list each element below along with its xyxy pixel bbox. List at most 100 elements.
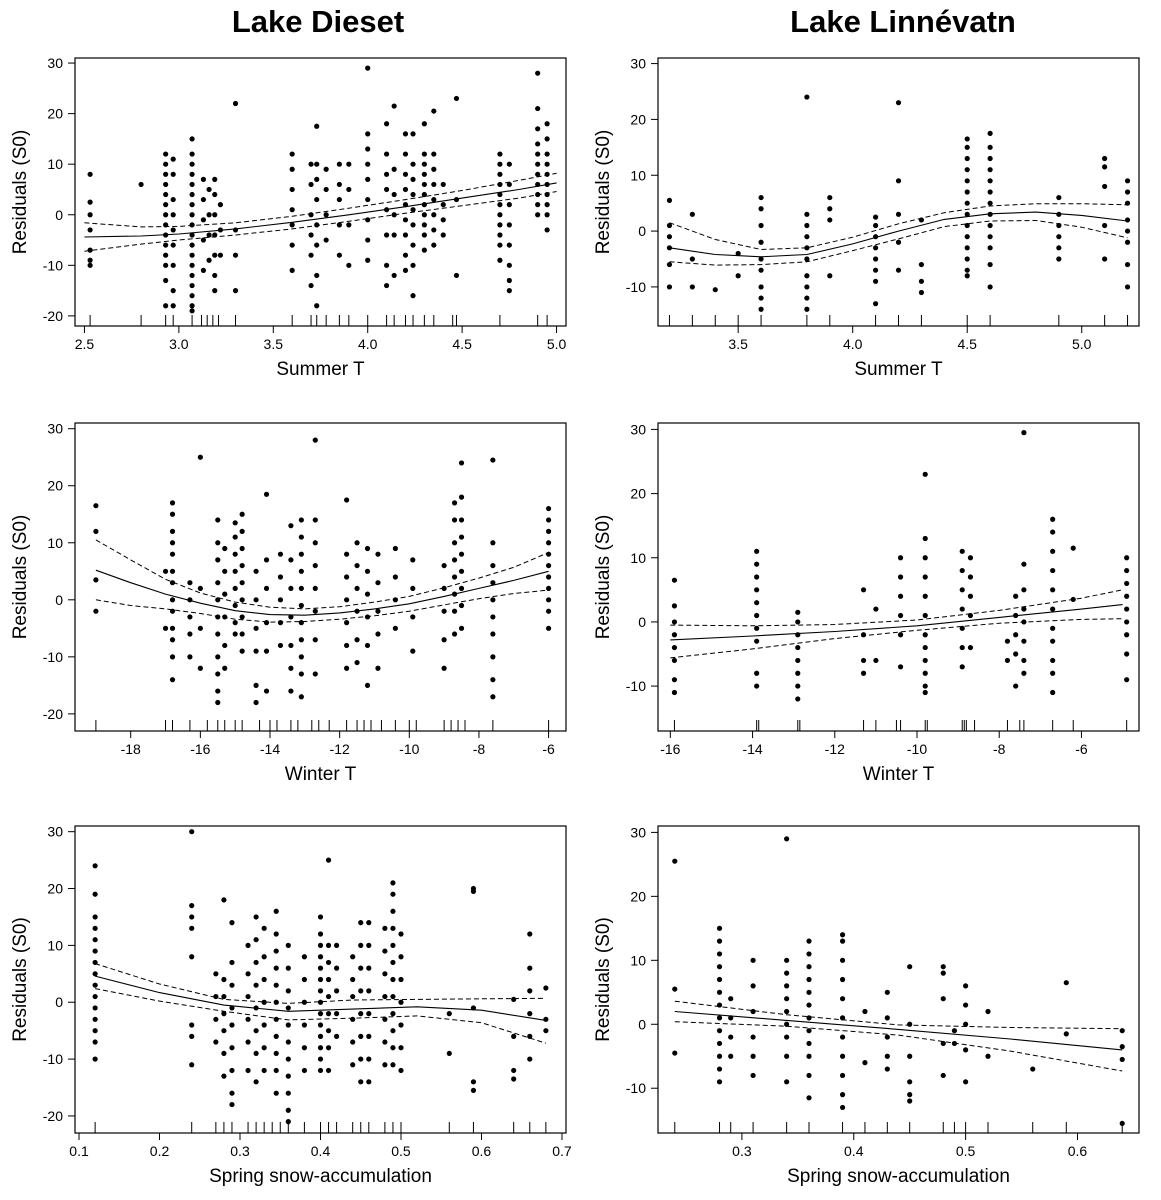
panel-linnevatn-summer: 3.5 4.0 4.5 5.0 -10 0 10 20 30 Summer T Residuals …: [593, 56, 1140, 380]
data-point: [506, 262, 512, 268]
data-point: [365, 161, 371, 167]
data-point: [390, 908, 396, 914]
data-point: [169, 637, 176, 643]
data-point: [1050, 638, 1056, 644]
data-point: [222, 591, 228, 597]
data-point: [985, 1008, 991, 1015]
data-point: [458, 494, 465, 500]
y-tick-label: 20: [630, 888, 646, 904]
data-point: [535, 202, 541, 208]
data-point: [344, 665, 350, 671]
data-point: [317, 1033, 324, 1039]
data-point: [758, 267, 764, 273]
data-point: [535, 212, 541, 218]
data-point: [750, 1053, 756, 1059]
data-point: [382, 1039, 388, 1045]
data-point: [964, 155, 970, 162]
data-point: [490, 654, 496, 660]
data-point: [170, 242, 176, 248]
data-point: [1102, 164, 1108, 170]
y-tick-label: -20: [43, 1108, 63, 1124]
data-point: [506, 181, 512, 188]
data-point: [410, 131, 416, 137]
lower-confidence-line: [95, 589, 549, 623]
data-point: [421, 121, 427, 127]
data-point: [200, 237, 207, 243]
data-point: [298, 534, 304, 540]
data-point: [308, 282, 314, 289]
data-point: [189, 303, 195, 309]
data-point: [391, 103, 397, 109]
data-point: [527, 931, 533, 937]
data-point: [298, 620, 304, 626]
data-point: [189, 242, 195, 248]
x-tick-label: -16: [660, 741, 680, 757]
data-point: [392, 625, 398, 631]
data-point: [895, 100, 902, 106]
data-point: [163, 181, 169, 188]
x-tick-label: -12: [825, 741, 845, 757]
y-tick-label: 30: [47, 421, 63, 437]
data-point: [421, 161, 427, 167]
data-point: [263, 491, 270, 497]
data-point: [758, 222, 764, 229]
data-point: [758, 295, 764, 301]
data-point: [410, 293, 416, 299]
data-point: [93, 528, 99, 534]
data-point: [398, 931, 404, 937]
data-point: [350, 1016, 356, 1022]
data-point: [189, 308, 195, 314]
data-point: [93, 503, 99, 509]
data-point: [285, 1119, 291, 1125]
data-point: [795, 683, 801, 689]
data-point: [804, 284, 810, 290]
data-point: [490, 694, 496, 700]
data-point: [712, 287, 718, 293]
data-point: [263, 688, 270, 694]
data-point: [163, 303, 169, 309]
data-point: [1050, 670, 1056, 676]
data-point: [87, 212, 93, 218]
data-point: [344, 497, 350, 503]
x-tick-label: 4.5: [957, 336, 977, 352]
data-point: [365, 65, 371, 71]
data-point: [535, 105, 541, 112]
data-point: [215, 654, 221, 660]
data-point: [232, 252, 239, 258]
data-point: [277, 620, 284, 626]
data-point: [358, 965, 364, 971]
y-tick-label: 0: [638, 614, 646, 630]
data-point: [273, 965, 279, 971]
data-point: [298, 637, 304, 643]
lower-confidence-line: [84, 191, 557, 252]
data-point: [288, 688, 294, 694]
x-axis-label: Winter T: [285, 764, 357, 785]
lower-confidence-line: [669, 219, 1128, 266]
data-point: [672, 858, 678, 864]
data-point: [506, 202, 512, 208]
data-point: [458, 568, 465, 574]
data-point: [458, 517, 465, 523]
data-point: [784, 957, 790, 963]
data-point: [795, 619, 801, 625]
data-point: [940, 996, 946, 1002]
data-point: [544, 151, 550, 157]
data-point: [375, 665, 381, 671]
data-point: [410, 585, 416, 592]
data-point: [382, 971, 388, 977]
data-point: [1119, 1028, 1125, 1034]
data-point: [213, 1039, 219, 1045]
x-tick-label: 0.4: [311, 1143, 331, 1159]
data-point: [497, 191, 503, 198]
data-point: [383, 262, 390, 268]
data-point: [451, 574, 458, 580]
data-point: [346, 186, 352, 193]
data-point: [289, 267, 295, 273]
data-point: [163, 242, 169, 248]
x-tick-label: -10: [399, 741, 419, 757]
data-point: [431, 212, 437, 218]
data-point: [92, 1005, 98, 1011]
data-point: [288, 614, 294, 620]
data-point: [964, 211, 970, 217]
y-tick-label: 30: [630, 56, 646, 72]
